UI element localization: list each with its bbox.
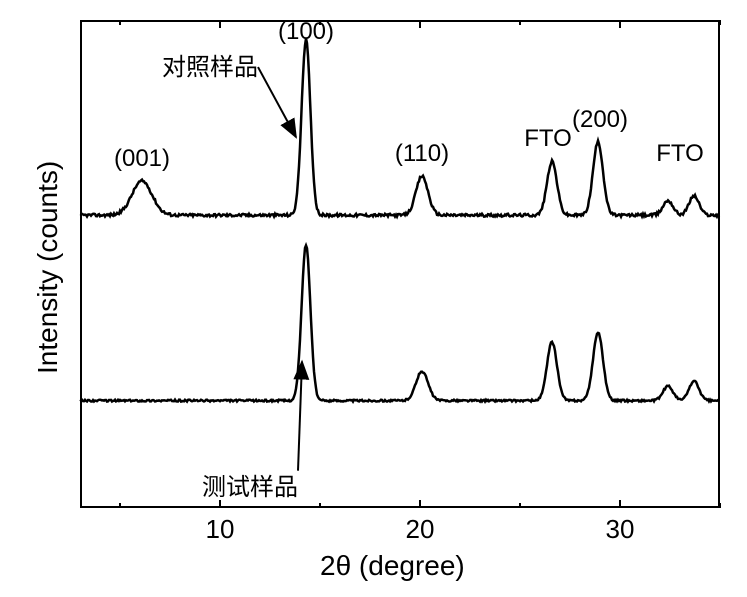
plot-area xyxy=(80,20,720,508)
x-tick xyxy=(719,503,721,508)
x-axis-label: 2θ (degree) xyxy=(320,550,465,582)
peak-label: (110) xyxy=(395,140,449,168)
x-tick xyxy=(319,503,321,508)
series-label: 对照样品 xyxy=(162,47,258,82)
peak-label: (001) xyxy=(114,145,170,173)
xrd-chart: Intensity (counts) 2θ (degree) 10 20 30 (00… xyxy=(0,0,747,597)
peak-label: (100) xyxy=(278,18,334,46)
peak-label: FTO xyxy=(524,125,572,153)
x-tick xyxy=(519,503,521,508)
x-tick xyxy=(619,500,621,508)
x-tick-top xyxy=(619,20,621,28)
series-label: 测试样品 xyxy=(202,467,298,502)
x-tick xyxy=(119,503,121,508)
x-tick-label: 20 xyxy=(406,514,435,545)
x-tick-label: 30 xyxy=(606,514,635,545)
x-tick-top xyxy=(419,20,421,28)
x-tick-label: 10 xyxy=(206,514,235,545)
peak-label: (200) xyxy=(572,106,628,134)
x-tick-top xyxy=(719,20,721,25)
peak-label: FTO xyxy=(656,140,704,168)
y-axis-label: Intensity (counts) xyxy=(32,161,64,374)
x-tick-top xyxy=(119,20,121,25)
x-tick-top xyxy=(519,20,521,25)
x-tick-top xyxy=(219,20,221,28)
x-tick xyxy=(419,500,421,508)
